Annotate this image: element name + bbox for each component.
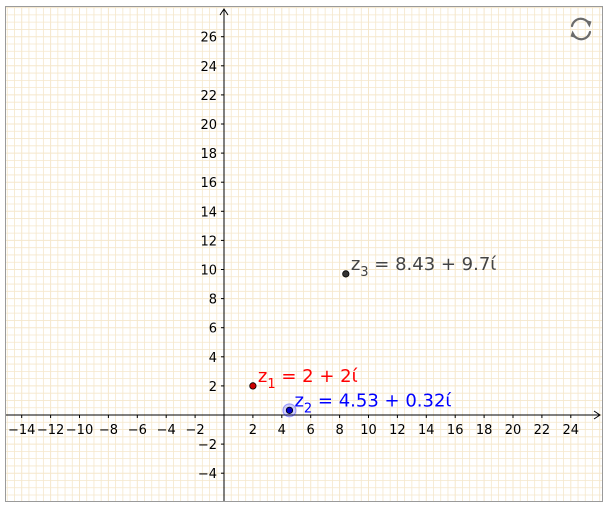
x-tick-label: 6 [307,423,315,438]
y-tick-label: −2 [198,438,217,453]
point-dot [342,270,350,278]
x-tick-label: −6 [128,423,147,438]
point-label-z1: z1 = 2 + 2ί [258,366,358,392]
y-tick-label: 14 [200,205,217,220]
x-tick-label: 10 [360,423,377,438]
point-z3[interactable]: z3 = 8.43 + 9.7ί [342,254,497,280]
x-tick-label: −10 [66,423,93,438]
reset-button[interactable] [565,14,597,44]
x-tick-label: 8 [335,423,343,438]
y-axis-arrow [219,8,229,16]
y-tick-label: 20 [200,118,217,133]
x-tick-label: 20 [505,423,522,438]
y-tick-label: 24 [200,60,217,75]
x-axis-arrow [593,410,601,420]
x-tick-label: 4 [278,423,286,438]
x-tick-label: 24 [563,423,580,438]
x-axis-tick-labels: −14 −12 −10 −8 −6 −4 −2 2 4 6 8 10 12 14 16 18 20 22 24 [8,415,579,438]
x-tick-label: 2 [249,423,257,438]
y-tick-label: 16 [200,176,217,191]
y-tick-label: 12 [200,234,217,249]
refresh-icon [570,17,592,41]
y-tick-label: 4 [209,351,217,366]
point-z1[interactable]: z1 = 2 + 2ί [249,366,358,392]
point-label-z3: z3 = 8.43 + 9.7ί [351,254,497,280]
y-tick-label: 8 [209,293,217,308]
x-tick-label: 12 [389,423,406,438]
axes [6,8,601,501]
point-dot [285,406,294,414]
x-tick-label: −4 [157,423,176,438]
grid-lines [6,7,602,501]
x-tick-label: 14 [418,423,435,438]
y-tick-label: 26 [200,31,217,46]
point-label-z2: z2 = 4.53 + 0.32ί [294,390,451,416]
x-tick-label: −12 [37,423,64,438]
y-tick-label: 22 [200,89,217,104]
y-tick-label: 10 [200,264,217,279]
graphics-view[interactable]: −14 −12 −10 −8 −6 −4 −2 2 4 6 8 10 12 14 16 18 20 22 24 −4… [5,6,603,502]
x-tick-label: 22 [534,423,551,438]
x-tick-label: −8 [99,423,118,438]
point-dot [249,382,257,390]
x-tick-label: 18 [476,423,493,438]
y-tick-label: 6 [209,322,217,337]
point-z2[interactable]: z2 = 4.53 + 0.32ί [282,390,452,418]
coordinate-plane[interactable]: −14 −12 −10 −8 −6 −4 −2 2 4 6 8 10 12 14 16 18 20 22 24 −4… [6,7,602,501]
x-tick-label: −2 [186,423,205,438]
y-tick-label: −4 [198,467,217,482]
y-tick-label: 2 [209,380,217,395]
y-tick-label: 18 [200,147,217,162]
x-tick-label: −14 [8,423,35,438]
x-tick-label: 16 [447,423,464,438]
